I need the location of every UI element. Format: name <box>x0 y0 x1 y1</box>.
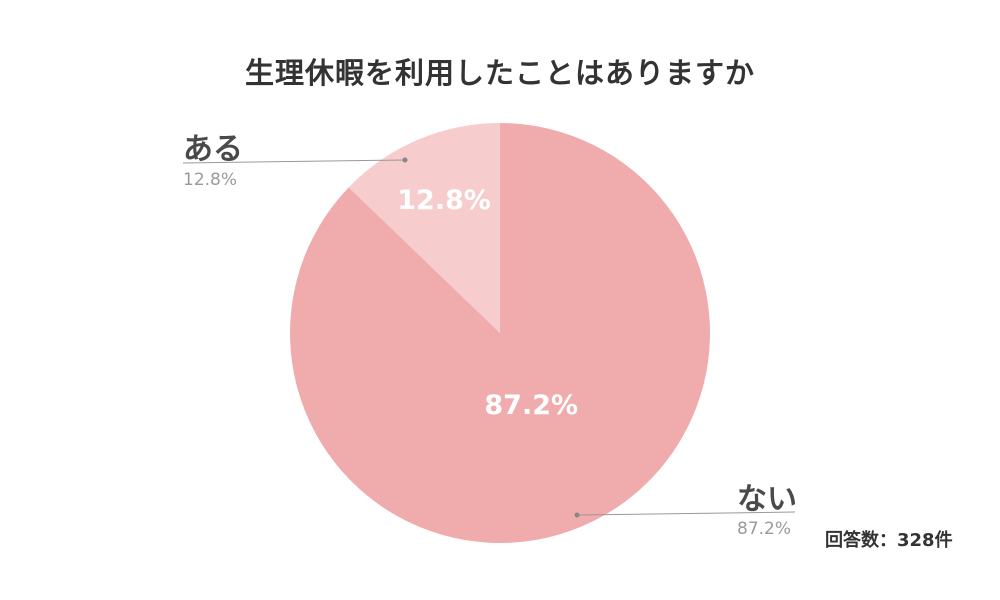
leader-line-aru <box>182 159 406 164</box>
leader-dot-nai <box>574 512 580 518</box>
slice-value-label-nai: 87.2% <box>484 390 578 421</box>
slices-layer <box>290 123 711 543</box>
callout-percent-aru: 12.8% <box>183 170 238 190</box>
inner-labels-layer: 87.2% 12.8% <box>397 185 578 421</box>
slice-value-label-aru: 12.8% <box>397 185 491 216</box>
callout-label-aru: ある <box>183 132 243 167</box>
leader-line-nai <box>576 511 796 516</box>
callout-label-nai: ない <box>737 482 797 517</box>
chart-title: 生理休暇を利用したことはありますか <box>244 56 755 90</box>
response-count-note: 回答数：328件 <box>825 530 953 551</box>
pie-slice-aru <box>348 123 500 333</box>
callout-percent-nai: 87.2% <box>737 519 792 539</box>
leader-dot-aru <box>402 157 408 163</box>
pie-slice-nai <box>290 123 711 543</box>
leaders-layer <box>182 157 796 518</box>
